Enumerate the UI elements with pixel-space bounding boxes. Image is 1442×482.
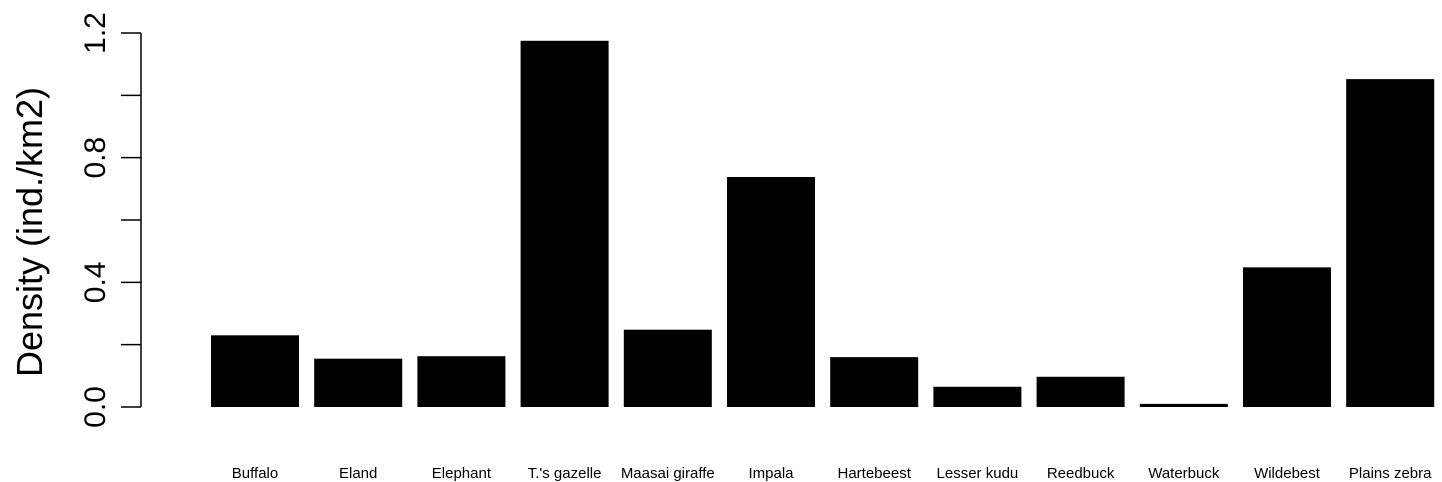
bar-waterbuck <box>1139 403 1228 407</box>
y-tick-label: 0.0 <box>79 386 112 428</box>
bar-hartebeest <box>830 357 919 407</box>
y-axis: 0.0 0.4 0.8 1.2 <box>79 12 142 428</box>
x-tick-label: Maasai giraffe <box>621 465 715 482</box>
x-tick-label: Plains zebra <box>1349 465 1432 482</box>
x-axis-labels: Buffalo Eland Elephant T.'s gazelle Maasai g… <box>232 465 1432 482</box>
x-tick-label: Impala <box>748 465 794 482</box>
bar-reedbuck <box>1036 376 1125 407</box>
bar-wildebest <box>1243 267 1331 407</box>
bar-eland <box>314 358 403 407</box>
bars <box>211 40 1435 408</box>
y-axis-label: Density (ind./km2) <box>9 87 50 377</box>
x-tick-label: Elephant <box>432 465 492 482</box>
x-tick-label: Eland <box>339 465 377 482</box>
bar-t-s-gazelle <box>520 40 609 408</box>
x-tick-label: Lesser kudu <box>937 465 1019 482</box>
x-tick-label: Buffalo <box>232 465 278 482</box>
x-tick-label: T.'s gazelle <box>528 465 602 482</box>
bar-impala <box>727 176 815 407</box>
x-tick-label: Hartebeest <box>838 465 912 482</box>
bar-maasai-giraffe <box>623 329 712 407</box>
y-tick-label: 0.4 <box>79 261 112 303</box>
y-tick-label: 1.2 <box>79 12 112 54</box>
bar-buffalo <box>211 335 299 407</box>
y-tick-label: 0.8 <box>79 137 112 179</box>
x-tick-label: Wildebest <box>1254 465 1321 482</box>
bar-plains-zebra <box>1346 79 1435 408</box>
bar-lesser-kudu <box>933 386 1022 407</box>
x-tick-label: Waterbuck <box>1148 465 1220 482</box>
bar-elephant <box>417 356 506 407</box>
x-tick-label: Reedbuck <box>1047 465 1115 482</box>
